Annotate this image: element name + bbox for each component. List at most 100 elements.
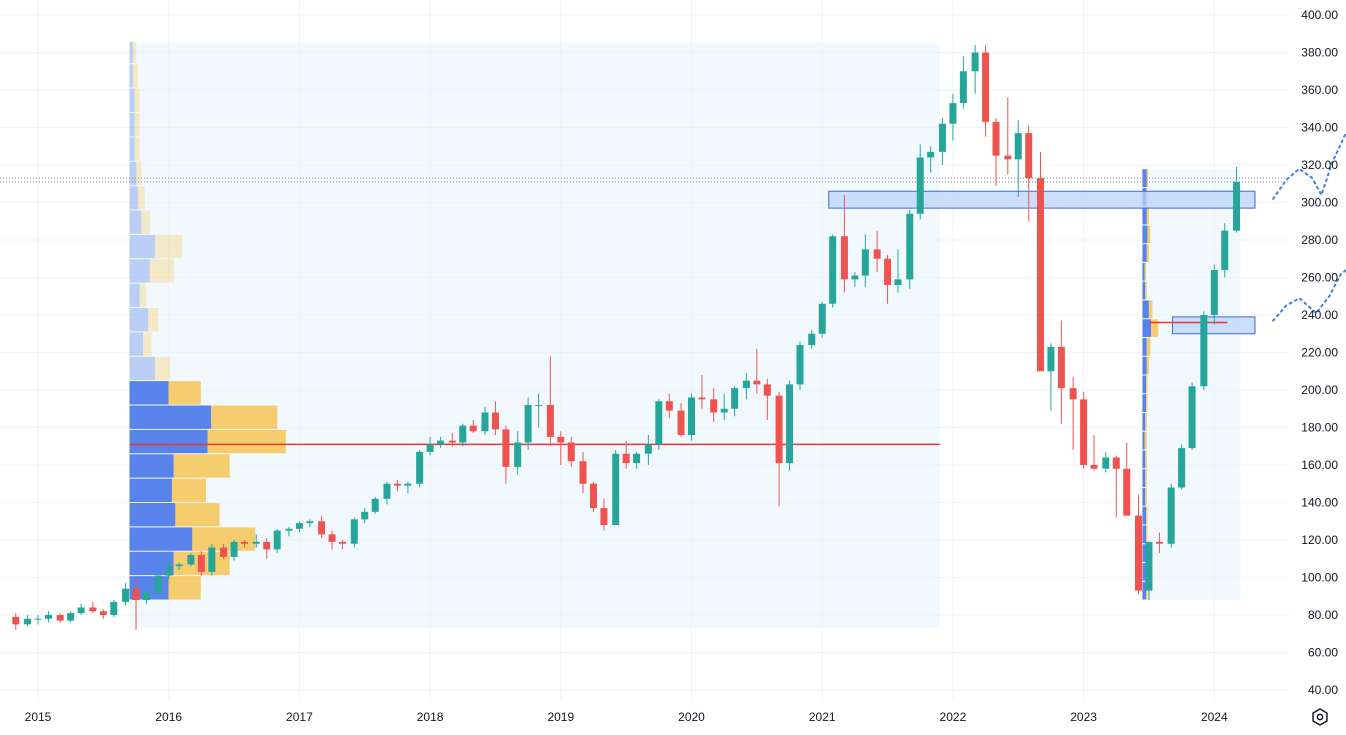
- y-axis[interactable]: 400.00 380.00 360.00 340.00 320.00 300.00 280.…: [1301, 8, 1338, 697]
- volume-bar-up: [1142, 263, 1145, 281]
- gear-icon[interactable]: [1310, 707, 1330, 727]
- candle-body: [165, 566, 173, 576]
- y-tick-label: 300.00: [1301, 196, 1338, 210]
- candle-body: [12, 616, 20, 625]
- candle: [589, 481, 597, 512]
- candle: [818, 301, 826, 338]
- candle-body: [306, 521, 314, 524]
- candle: [557, 431, 565, 465]
- candle: [263, 538, 271, 559]
- candle: [67, 611, 75, 623]
- volume-bar-up: [1142, 338, 1147, 356]
- projection-path[interactable]: [1272, 266, 1346, 322]
- candle: [916, 144, 924, 220]
- candle: [132, 577, 140, 630]
- y-tick-label: 180.00: [1301, 421, 1338, 435]
- volume-bar-down: [1147, 225, 1151, 244]
- candle-body: [241, 541, 249, 544]
- candle-body: [753, 380, 761, 385]
- candle-body: [122, 588, 130, 602]
- volume-profile-areas: [129, 43, 1241, 629]
- volume-bar-up: [129, 405, 212, 429]
- volume-bar-down: [1146, 525, 1148, 544]
- candle-body: [339, 541, 347, 544]
- candle: [698, 375, 706, 409]
- candle-body: [829, 236, 837, 304]
- x-axis[interactable]: 2015 2016 2017 2018 2019 2020 2021 2022 2023 2024: [25, 710, 1228, 724]
- volume-bar-up: [1142, 581, 1147, 600]
- candle-body: [612, 453, 620, 525]
- x-tick-label: 2017: [286, 710, 313, 724]
- candle: [469, 420, 477, 434]
- candle: [1090, 435, 1098, 471]
- candle: [567, 436, 575, 467]
- candle: [1069, 376, 1077, 450]
- candle: [34, 615, 42, 625]
- candle-body: [600, 508, 608, 525]
- candle-body: [1155, 541, 1163, 544]
- candle-body: [1178, 448, 1186, 488]
- y-tick-label: 160.00: [1301, 458, 1338, 472]
- candle-body: [1221, 230, 1229, 270]
- candle-body: [132, 588, 140, 600]
- candle-body: [1025, 133, 1033, 179]
- candle: [165, 560, 173, 580]
- candle-body: [1047, 346, 1055, 372]
- x-tick-label: 2015: [25, 710, 52, 724]
- volume-bar-down: [1146, 375, 1148, 394]
- candle: [1134, 495, 1142, 595]
- y-tick-label: 240.00: [1301, 308, 1338, 322]
- volume-bar-down: [139, 283, 147, 307]
- candle: [971, 45, 979, 94]
- volume-bar-down: [1146, 394, 1148, 412]
- volume-bar-down: [136, 161, 142, 186]
- candle-body: [1210, 270, 1218, 315]
- candle-body: [1167, 487, 1175, 544]
- candle-body: [404, 483, 412, 486]
- y-tick-label: 40.00: [1308, 683, 1338, 697]
- candle-body: [154, 575, 162, 593]
- candle: [24, 615, 32, 627]
- volume-bar-up: [129, 332, 144, 356]
- candle: [873, 230, 881, 272]
- candle-body: [1188, 386, 1196, 449]
- volume-bar-down: [1145, 413, 1147, 431]
- candle: [502, 425, 510, 484]
- candle: [938, 118, 946, 165]
- candle-body: [851, 275, 859, 280]
- candle-body: [56, 615, 64, 621]
- volume-bar-up: [1142, 225, 1148, 244]
- y-tick-label: 140.00: [1301, 496, 1338, 510]
- candle: [142, 586, 150, 604]
- volume-bar-down: [154, 234, 183, 259]
- candle-body: [361, 511, 369, 520]
- candle: [459, 423, 467, 447]
- y-tick-label: 100.00: [1301, 571, 1338, 585]
- projection-paths[interactable]: [1272, 124, 1346, 322]
- candle: [796, 341, 804, 390]
- candle-body: [1112, 457, 1120, 469]
- volume-bar-down: [192, 527, 256, 551]
- candle-body: [34, 618, 42, 620]
- volume-bar-up: [129, 161, 137, 186]
- candle: [927, 146, 935, 173]
- candle-body: [263, 541, 271, 550]
- candle-body: [1233, 181, 1241, 231]
- candle-body: [142, 592, 150, 600]
- candle-body: [416, 451, 424, 484]
- volume-bar-down: [1146, 244, 1149, 262]
- price-zone[interactable]: [1171, 316, 1256, 335]
- candle-body: [350, 519, 358, 544]
- candle-body: [252, 541, 260, 544]
- candle-body: [1080, 399, 1088, 465]
- candle-body: [894, 279, 902, 285]
- volume-bar-down: [154, 356, 171, 381]
- candle: [491, 401, 499, 435]
- candle-body: [633, 453, 641, 464]
- candle-body: [1004, 155, 1012, 160]
- candle: [393, 480, 401, 492]
- candle-body: [698, 397, 706, 400]
- candle-body: [992, 121, 1000, 156]
